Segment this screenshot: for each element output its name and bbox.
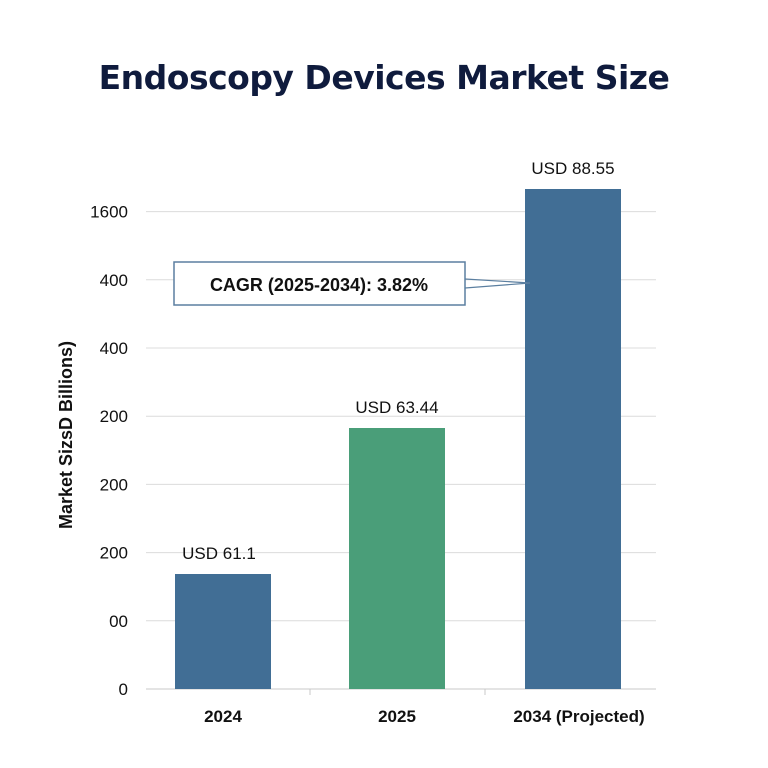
y-tick-label: 400 — [100, 339, 128, 358]
callout-box — [173, 261, 466, 306]
cagr-callout: CAGR (2025-2034): 3.82% — [173, 261, 531, 306]
y-tick-label: 400 — [100, 271, 128, 290]
y-tick-label: 200 — [100, 544, 128, 563]
y-tick-label: 0 — [119, 680, 128, 699]
bar-2034 — [525, 189, 621, 689]
bars — [175, 189, 621, 689]
y-tick-label: 200 — [100, 407, 128, 426]
x-category-label: 2025 — [378, 707, 416, 726]
y-tick-label: 200 — [100, 475, 128, 494]
y-tick-label: 1600 — [90, 203, 128, 222]
bar-2025 — [349, 428, 445, 689]
chart-title: Endoscopy Devices Market Size — [98, 58, 670, 97]
data-labels: USD 61.1 USD 63.44 USD 88.55 — [182, 159, 614, 563]
cagr-annotation: CAGR (2025-2034): 3.82% — [210, 275, 428, 295]
callout-leader-line — [464, 278, 531, 284]
data-label: USD 61.1 — [182, 544, 256, 563]
x-category-label: 2024 — [204, 707, 242, 726]
y-axis-label: Market SizsD Billions) — [56, 341, 76, 529]
callout-leader-line — [464, 282, 531, 289]
data-label: USD 63.44 — [355, 398, 438, 417]
data-label: USD 88.55 — [531, 159, 614, 178]
bar-2024 — [175, 574, 271, 689]
y-tick-label: 00 — [109, 612, 128, 631]
x-axis-categories: 2024 2025 2034 (Projected) — [204, 707, 645, 726]
x-category-label: 2034 (Projected) — [513, 707, 644, 726]
